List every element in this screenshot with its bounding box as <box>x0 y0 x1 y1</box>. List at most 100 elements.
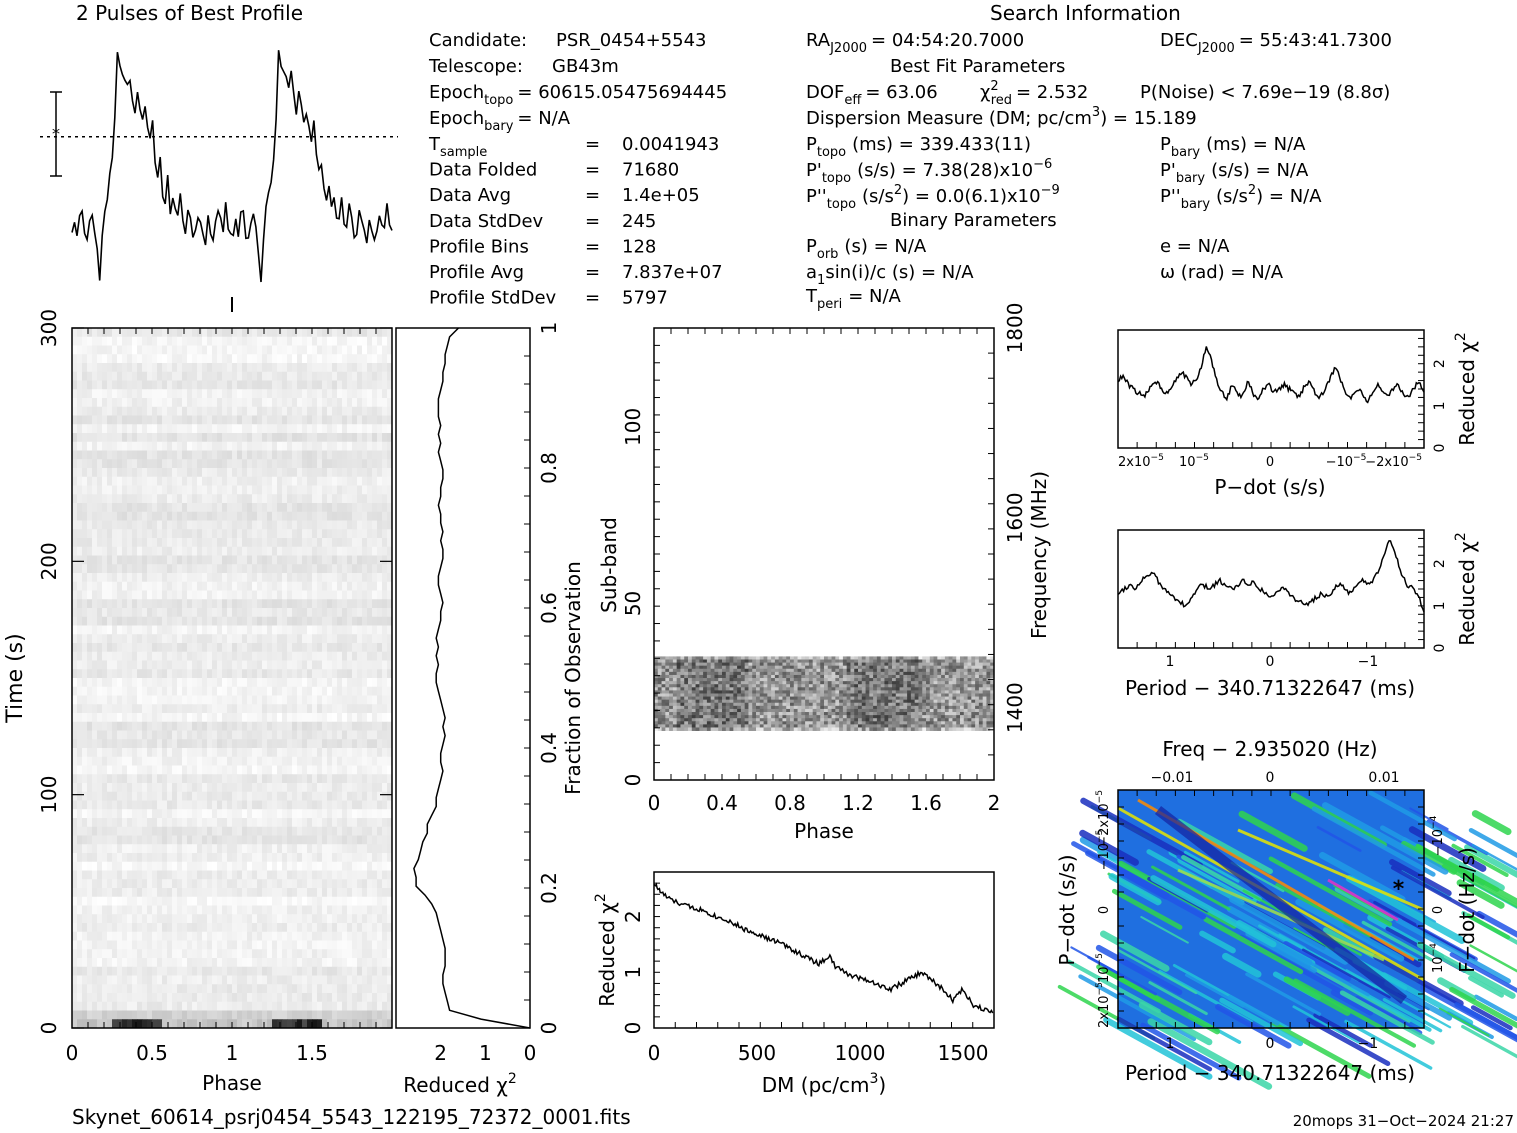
time-phase-cell <box>147 599 153 609</box>
time-phase-cell <box>147 441 153 451</box>
time-phase-cell <box>252 975 258 985</box>
time-phase-cell <box>337 914 343 924</box>
time-phase-cell <box>157 835 163 845</box>
time-phase-cell <box>152 599 158 609</box>
time-phase-cell <box>137 739 143 749</box>
time-phase-cell <box>197 914 203 924</box>
time-phase-cell <box>182 686 188 696</box>
time-phase-cell <box>202 783 208 793</box>
time-phase-cell <box>162 809 168 819</box>
time-phase-cell <box>377 949 383 959</box>
time-phase-cell <box>192 529 198 539</box>
time-phase-cell <box>327 958 333 968</box>
time-phase-cell <box>87 774 93 784</box>
time-phase-cell <box>257 450 263 460</box>
time-phase-cell <box>292 520 298 530</box>
time-phase-cell <box>152 433 158 443</box>
time-phase-cell <box>267 336 273 346</box>
time-phase-cell <box>387 765 393 775</box>
time-phase-cell <box>127 809 133 819</box>
time-phase-cell <box>172 748 178 758</box>
time-phase-cell <box>72 485 78 495</box>
time-phase-cell <box>312 940 318 950</box>
time-phase-cell <box>217 643 223 653</box>
time-phase-cell <box>262 993 268 1003</box>
time-phase-cell <box>157 774 163 784</box>
time-phase-cell <box>322 879 328 889</box>
time-phase-cell <box>162 555 168 565</box>
time-phase-cell <box>87 643 93 653</box>
time-phase-cell <box>127 931 133 941</box>
time-phase-cell <box>157 415 163 425</box>
time-phase-cell <box>217 748 223 758</box>
time-phase-cell <box>132 905 138 915</box>
time-phase-cell <box>217 931 223 941</box>
time-phase-cell <box>182 354 188 364</box>
time-phase-cell <box>242 503 248 513</box>
time-phase-cell <box>72 678 78 688</box>
time-phase-cell <box>77 380 83 390</box>
time-phase-cell <box>382 896 388 906</box>
time-phase-cell <box>192 485 198 495</box>
time-phase-cell <box>97 625 103 635</box>
time-phase-cell <box>142 371 148 381</box>
time-phase-cell <box>227 503 233 513</box>
time-phase-cell <box>72 354 78 364</box>
time-phase-cell <box>232 476 238 486</box>
time-phase-cell <box>127 870 133 880</box>
time-phase-cell <box>382 984 388 994</box>
time-phase-cell <box>297 529 303 539</box>
time-phase-cell <box>327 546 333 556</box>
time-phase-cell <box>332 861 338 871</box>
time-phase-cell <box>312 406 318 416</box>
time-phase-cell <box>332 713 338 723</box>
time-phase-cell <box>282 345 288 355</box>
time-phase-cell <box>117 975 123 985</box>
time-phase-cell <box>182 853 188 863</box>
time-phase-cell <box>72 984 78 994</box>
time-phase-cell <box>347 809 353 819</box>
time-phase-cell <box>72 643 78 653</box>
time-phase-cell <box>237 573 243 583</box>
time-phase-cell <box>302 826 308 836</box>
time-phase-cell <box>387 468 393 478</box>
time-phase-cell <box>302 503 308 513</box>
time-phase-cell <box>277 774 283 784</box>
time-phase-cell <box>112 730 118 740</box>
time-phase-cell <box>142 336 148 346</box>
time-phase-cell <box>212 861 218 871</box>
time-phase-cell <box>127 651 133 661</box>
time-phase-cell <box>332 660 338 670</box>
time-phase-cell <box>307 791 313 801</box>
time-phase-cell <box>307 406 313 416</box>
time-phase-cell <box>222 984 228 994</box>
time-phase-cell <box>177 748 183 758</box>
time-phase-cell <box>167 573 173 583</box>
time-phase-cell <box>192 328 198 338</box>
time-phase-cell <box>247 643 253 653</box>
time-phase-cell <box>82 494 88 504</box>
time-phase-cell <box>262 914 268 924</box>
time-phase-cell <box>197 398 203 408</box>
time-phase-cell <box>82 695 88 705</box>
time-phase-cell <box>102 721 108 731</box>
time-phase-cell <box>147 949 153 959</box>
time-phase-cell <box>127 599 133 609</box>
time-phase-cell <box>302 564 308 574</box>
time-phase-cell <box>257 975 263 985</box>
time-phase-cell <box>267 809 273 819</box>
time-phase-cell <box>312 441 318 451</box>
time-phase-cell <box>292 966 298 976</box>
time-phase-cell <box>287 896 293 906</box>
time-phase-cell <box>182 704 188 714</box>
time-phase-cell <box>262 476 268 486</box>
time-phase-cell <box>157 476 163 486</box>
time-phase-cell <box>252 721 258 731</box>
time-phase-cell <box>362 371 368 381</box>
time-phase-cell <box>332 546 338 556</box>
time-phase-cell <box>182 538 188 548</box>
time-phase-cell <box>142 940 148 950</box>
time-phase-cell <box>92 476 98 486</box>
time-phase-cell <box>142 704 148 714</box>
stat-value: 245 <box>622 211 656 232</box>
